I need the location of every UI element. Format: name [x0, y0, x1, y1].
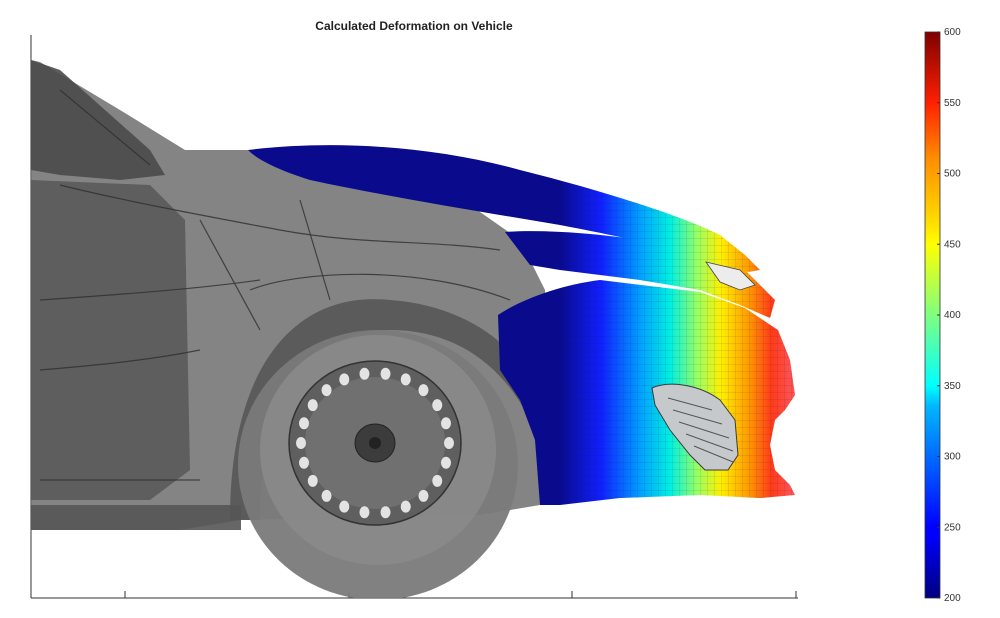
- a-pillar-shape: [31, 60, 165, 180]
- rim-hole: [339, 500, 350, 513]
- rim-hole: [307, 474, 318, 487]
- colorbar-tick-label: 400: [944, 310, 961, 321]
- rim-hole: [359, 506, 370, 519]
- rim-hole: [380, 506, 391, 519]
- rim-hole: [380, 367, 391, 380]
- colorbar-tick-label: 550: [944, 98, 961, 109]
- foglamp-slats: [667, 397, 734, 463]
- structure-lines: [39, 89, 511, 481]
- door-panel-shape: [31, 180, 190, 500]
- rim-hole: [444, 437, 454, 449]
- colorbar-tick-label: 300: [944, 452, 961, 463]
- colorbar-tick-label: 350: [944, 381, 961, 392]
- rim-hole: [359, 367, 370, 380]
- rim-hole: [321, 489, 332, 502]
- rim-holes: [296, 367, 454, 519]
- colorbar: 200 250 300 350 400 450 500 550 600: [924, 27, 961, 604]
- rim-hole: [298, 417, 309, 430]
- colorbar-tick-label: 500: [944, 169, 961, 180]
- rim-hole: [441, 417, 452, 430]
- rim-hole: [298, 456, 309, 469]
- rim-hole: [441, 456, 452, 469]
- deformation-field: [248, 145, 795, 505]
- colorbar-tick-label: 250: [944, 522, 961, 533]
- rim-hole: [418, 384, 429, 397]
- rim-hole: [339, 373, 350, 386]
- sill-shape: [31, 505, 241, 530]
- rim-hole: [400, 500, 411, 513]
- vehicle-render: [31, 60, 550, 598]
- rim-hole: [307, 399, 318, 412]
- rim-hole: [321, 384, 332, 397]
- rim-hole: [432, 474, 443, 487]
- colorbar-tick-label: 600: [944, 27, 961, 38]
- rim-hole: [296, 437, 306, 449]
- hub-center-shape: [369, 437, 381, 449]
- rim-hole: [418, 489, 429, 502]
- chart-title: Calculated Deformation on Vehicle: [315, 19, 513, 33]
- rim-hole: [432, 399, 443, 412]
- colorbar-tick-label: 200: [944, 593, 961, 604]
- colorbar-tick-label: 450: [944, 239, 961, 250]
- rim-hole: [400, 373, 411, 386]
- grille-opening: [705, 261, 756, 291]
- colorbar-ticks: 200 250 300 350 400 450 500 550 600: [937, 27, 961, 604]
